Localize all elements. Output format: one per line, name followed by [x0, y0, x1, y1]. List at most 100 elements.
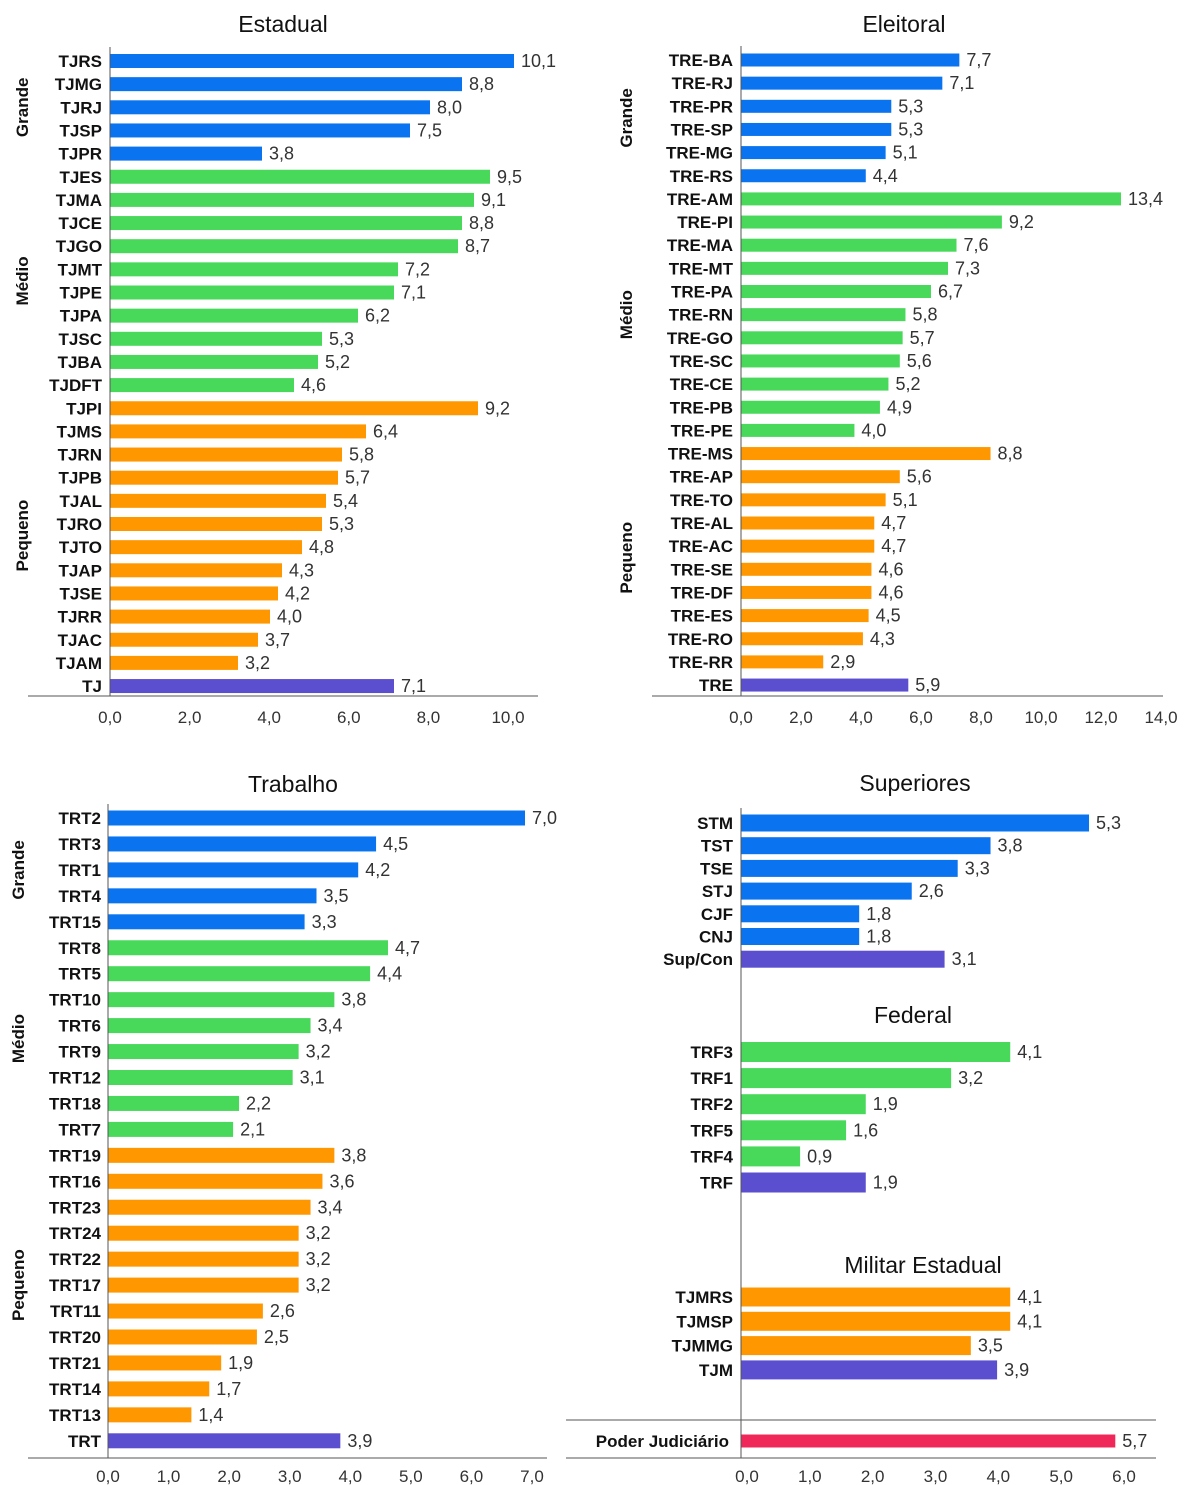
value-label: 6,2 — [365, 306, 390, 326]
value-label: 4,2 — [285, 583, 310, 603]
bar-trt5 — [108, 966, 371, 982]
category-label: TRF3 — [691, 1043, 734, 1062]
category-label: TST — [701, 837, 734, 856]
bar-trt24 — [108, 1225, 299, 1241]
bar-tre-ma — [741, 238, 957, 252]
value-label: 1,9 — [873, 1173, 898, 1193]
x-tick-label: 6,0 — [460, 1467, 484, 1485]
category-label: TRT5 — [59, 965, 102, 984]
category-label: TRT9 — [59, 1043, 102, 1062]
section-title-superiores: Superiores — [859, 770, 970, 796]
category-label: TRF — [700, 1174, 733, 1193]
group-label-grande: Grande — [617, 88, 636, 148]
value-label: 10,1 — [521, 51, 556, 71]
category-label: TJSP — [59, 121, 102, 140]
category-label: TJMMG — [672, 1337, 733, 1356]
bar-trt21 — [108, 1355, 222, 1371]
category-label: TJDFT — [49, 376, 103, 395]
x-tick-label: 12,0 — [1084, 708, 1117, 727]
value-label: 2,1 — [240, 1119, 265, 1139]
category-label: TJSC — [59, 330, 102, 349]
bar-trf5 — [741, 1120, 847, 1141]
value-label: 1,6 — [853, 1120, 878, 1140]
bar-trf3 — [741, 1042, 1011, 1062]
category-label: TJRN — [58, 446, 102, 465]
x-tick-label: 6,0 — [337, 708, 361, 727]
category-label: TRE-GO — [667, 329, 733, 348]
value-label: 13,4 — [1128, 189, 1163, 209]
bar-tjrj — [110, 100, 430, 115]
value-label: 1,9 — [873, 1094, 898, 1114]
bar-tse — [741, 859, 958, 877]
value-label: 4,6 — [878, 559, 903, 579]
bar-trt2 — [108, 810, 525, 826]
x-tick-label: 0,0 — [96, 1467, 120, 1485]
value-label: 1,7 — [216, 1379, 241, 1399]
value-label: 4,7 — [881, 536, 906, 556]
section-title-federal: Federal — [874, 1002, 952, 1028]
x-tick-label: 10,0 — [1024, 708, 1057, 727]
value-label: 5,8 — [349, 445, 374, 465]
bar-tjpr — [110, 146, 262, 161]
bar-trt14 — [108, 1381, 210, 1397]
value-label: 3,5 — [324, 886, 349, 906]
value-label: 7,7 — [966, 50, 991, 70]
value-label: 5,6 — [907, 351, 932, 371]
bar-tre-df — [741, 585, 872, 599]
x-tick-label: 1,0 — [157, 1467, 181, 1485]
bar-tjse — [110, 586, 278, 601]
bar-tre-pr — [741, 99, 892, 113]
category-label: TRT11 — [50, 1302, 101, 1321]
value-label: 4,7 — [395, 938, 420, 958]
bar-stj — [741, 882, 912, 900]
value-label: 3,2 — [306, 1042, 331, 1062]
category-label: TRE-PB — [670, 398, 733, 417]
bar-trt12 — [108, 1070, 293, 1085]
category-label: TJRO — [57, 515, 102, 534]
category-label: STJ — [702, 882, 733, 901]
value-label: 7,0 — [532, 808, 557, 828]
category-label: TRE-RR — [669, 653, 733, 672]
value-label: 8,7 — [465, 236, 490, 256]
x-tick-label: 2,0 — [178, 708, 202, 727]
value-label: 4,0 — [277, 607, 302, 627]
category-label: TRT22 — [49, 1250, 101, 1269]
bar-tjrr — [110, 609, 270, 624]
x-tick-label: 2,0 — [789, 708, 813, 727]
value-label: 3,7 — [265, 630, 290, 650]
x-tick-label: 1,0 — [798, 1467, 822, 1485]
bar-tre-ro — [741, 632, 863, 646]
category-label: TRT7 — [59, 1120, 102, 1139]
category-label: TJMG — [55, 75, 102, 94]
bar-tre-go — [741, 331, 903, 345]
bar-tjac — [110, 632, 258, 647]
bar-tre-ap — [741, 470, 900, 484]
bar-tjpe — [110, 285, 394, 300]
bar-tre-pb — [741, 400, 880, 414]
value-label: 7,1 — [949, 73, 974, 93]
value-label: 9,5 — [497, 167, 522, 187]
bar-tre — [741, 678, 909, 692]
bar-trt7 — [108, 1121, 234, 1137]
category-label: TRT8 — [59, 939, 102, 958]
x-tick-label: 6,0 — [909, 708, 933, 727]
bar-trt6 — [108, 1018, 311, 1034]
value-label: 3,4 — [318, 1016, 343, 1036]
bar-tre-ms — [741, 447, 991, 461]
value-label: 1,8 — [866, 904, 891, 924]
x-tick-label: 6,0 — [1112, 1467, 1136, 1485]
category-label: TJBA — [58, 353, 102, 372]
category-label: TRE-MS — [668, 445, 733, 464]
bar-tre-pa — [741, 285, 931, 298]
category-label: TJAC — [58, 631, 102, 650]
value-label: 3,2 — [958, 1068, 983, 1088]
x-tick-label: 14,0 — [1144, 708, 1177, 727]
x-tick-label: 4,0 — [257, 708, 281, 727]
bar-trt9 — [108, 1044, 299, 1060]
category-label: TJPB — [59, 469, 102, 488]
group-label-pequeno: Pequeno — [9, 1249, 28, 1321]
bar-tre-es — [741, 609, 869, 623]
category-label: TRE-TO — [670, 491, 733, 510]
value-label: 8,8 — [998, 444, 1023, 464]
